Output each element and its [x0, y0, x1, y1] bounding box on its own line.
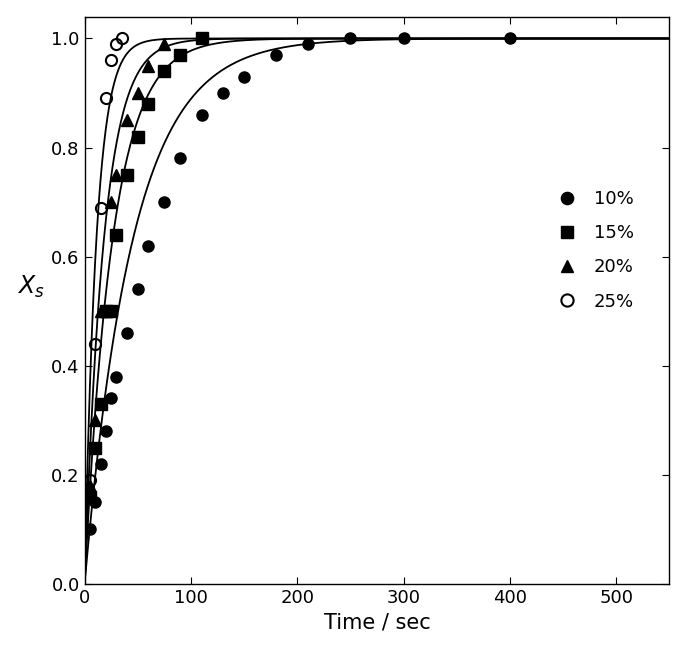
10% — [399, 34, 407, 42]
10% — [107, 395, 115, 402]
15% — [176, 51, 185, 59]
25% — [107, 56, 115, 64]
15% — [161, 67, 169, 75]
15% — [144, 100, 152, 108]
10% — [219, 89, 227, 97]
20% — [102, 308, 110, 315]
10% — [144, 242, 152, 250]
10% — [91, 498, 99, 506]
20% — [113, 171, 121, 178]
20% — [123, 116, 131, 124]
Y-axis label: $X_s$: $X_s$ — [16, 274, 44, 300]
25% — [113, 40, 121, 48]
25% — [118, 34, 126, 42]
20% — [144, 62, 152, 69]
10% — [198, 111, 206, 119]
20% — [107, 198, 115, 206]
Legend: 10%, 15%, 20%, 25%: 10%, 15%, 20%, 25% — [554, 181, 643, 319]
Line: 10%: 10% — [84, 33, 515, 535]
10% — [176, 154, 185, 162]
25% — [97, 204, 105, 212]
15% — [91, 444, 99, 452]
10% — [506, 34, 514, 42]
10% — [304, 40, 312, 48]
Line: 20%: 20% — [84, 38, 170, 491]
15% — [198, 34, 206, 42]
15% — [86, 493, 94, 500]
15% — [102, 308, 110, 315]
15% — [107, 308, 115, 315]
Line: 25%: 25% — [84, 33, 128, 486]
20% — [97, 308, 105, 315]
10% — [123, 329, 131, 337]
15% — [97, 400, 105, 408]
15% — [123, 171, 131, 178]
10% — [86, 526, 94, 533]
25% — [102, 95, 110, 103]
20% — [91, 417, 99, 424]
10% — [97, 460, 105, 468]
20% — [86, 482, 94, 489]
10% — [161, 198, 169, 206]
10% — [346, 34, 355, 42]
10% — [240, 73, 248, 80]
X-axis label: Time / sec: Time / sec — [324, 613, 430, 632]
10% — [102, 427, 110, 435]
10% — [113, 373, 121, 380]
15% — [113, 231, 121, 239]
25% — [91, 340, 99, 348]
10% — [134, 286, 142, 293]
15% — [134, 133, 142, 141]
Line: 15%: 15% — [84, 33, 207, 502]
20% — [134, 89, 142, 97]
20% — [161, 40, 169, 48]
25% — [86, 476, 94, 484]
10% — [272, 51, 280, 59]
